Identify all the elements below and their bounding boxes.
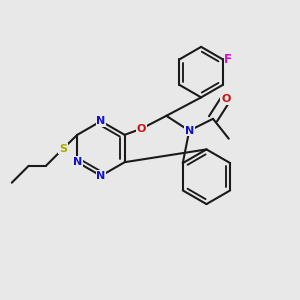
Text: F: F (224, 53, 232, 66)
Text: O: O (221, 94, 230, 104)
Text: N: N (96, 116, 106, 126)
Text: N: N (96, 171, 106, 181)
Text: O: O (137, 124, 146, 134)
Text: N: N (73, 157, 82, 167)
Text: S: S (59, 143, 67, 154)
Text: N: N (184, 126, 194, 136)
